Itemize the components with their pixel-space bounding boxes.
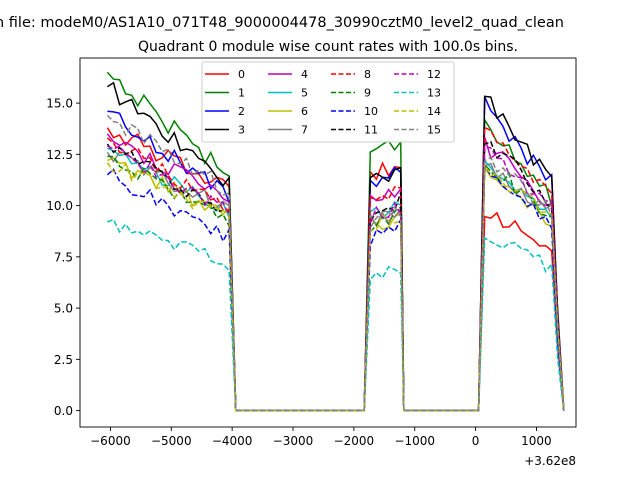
y-axis: 0.0 2.5 5.0 7.5 10.0 12.5 15.0	[46, 97, 80, 418]
figure-suptitle: n file: modeM0/AS1A10_071T48_9000004478_…	[0, 15, 564, 31]
series-layer	[106, 71, 565, 412]
x-tick-label: 0	[472, 434, 480, 448]
legend-label-1: 1	[238, 87, 245, 100]
x-axis-offset-label: +3.62e8	[524, 454, 576, 468]
series-line-9	[107, 155, 565, 412]
x-tick-label: −1000	[394, 434, 435, 448]
legend-label-5: 5	[301, 87, 308, 100]
series-line-10	[106, 162, 565, 412]
y-tick-label: 7.5	[54, 250, 73, 264]
series-line-13	[107, 218, 565, 412]
legend-label-0: 0	[238, 68, 245, 81]
y-tick-label: 0.0	[54, 404, 73, 418]
x-axis: −6000 −5000 −4000 −3000 −2000 −1000 0 1000	[90, 427, 552, 448]
series-line-15	[106, 114, 565, 412]
plot-area	[79, 57, 577, 428]
chart-title: Quadrant 0 module wise count rates with …	[138, 39, 518, 55]
x-tick-label: −2000	[334, 434, 375, 448]
legend-label-7: 7	[301, 124, 308, 137]
x-tick-label: 1000	[521, 434, 552, 448]
legend-label-10: 10	[364, 105, 378, 118]
x-tick-label: −5000	[151, 434, 192, 448]
legend-frame	[201, 61, 455, 143]
series-line-7	[106, 151, 565, 412]
legend-label-12: 12	[427, 68, 441, 81]
legend-label-11: 11	[364, 124, 378, 137]
x-tick-label: −6000	[90, 434, 131, 448]
legend-label-14: 14	[427, 105, 441, 118]
y-tick-label: 12.5	[46, 148, 73, 162]
x-tick-label: −4000	[212, 434, 253, 448]
plot-frame	[79, 57, 577, 428]
legend-label-13: 13	[427, 87, 441, 100]
legend-label-2: 2	[238, 105, 245, 118]
x-tick-label: −3000	[273, 434, 314, 448]
series-line-14	[106, 162, 565, 412]
legend-label-9: 9	[364, 87, 371, 100]
legend-label-3: 3	[238, 124, 245, 137]
series-line-0	[106, 127, 565, 412]
y-tick-label: 2.5	[54, 353, 73, 367]
legend-label-15: 15	[427, 124, 441, 137]
series-line-2	[107, 96, 565, 412]
series-line-5	[107, 147, 565, 412]
legend-label-8: 8	[364, 68, 371, 81]
legend-label-6: 6	[301, 105, 308, 118]
series-line-8	[106, 126, 565, 412]
y-tick-label: 5.0	[54, 302, 73, 316]
series-line-11	[106, 140, 565, 412]
legend-label-4: 4	[301, 68, 308, 81]
y-tick-label: 15.0	[46, 97, 73, 111]
y-tick-label: 10.0	[46, 199, 73, 213]
